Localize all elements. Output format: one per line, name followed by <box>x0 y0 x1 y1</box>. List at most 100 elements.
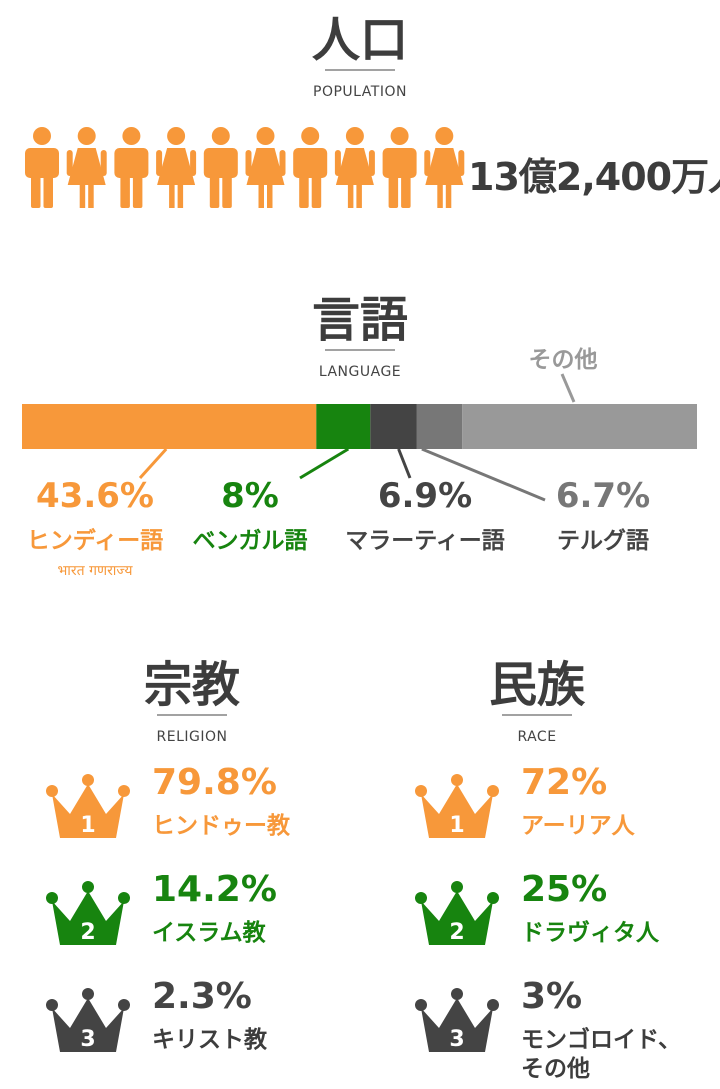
crown-jewel <box>46 892 58 904</box>
arm <box>458 150 465 176</box>
female-icon <box>156 127 197 208</box>
rank-label: キリスト教 <box>152 1027 267 1053</box>
language-bar-segment <box>370 404 417 449</box>
arm <box>334 150 341 176</box>
crown-jewel <box>82 774 94 786</box>
leg <box>388 170 399 208</box>
language-percent: 8% <box>221 476 279 516</box>
torso <box>25 148 59 178</box>
language-percent: 43.6% <box>36 476 154 516</box>
female-icon <box>334 127 375 208</box>
population-value: 13億2,400万人 <box>468 155 720 199</box>
leg <box>258 183 264 208</box>
head <box>256 127 275 145</box>
crown-jewel <box>451 774 463 786</box>
rank-value: 14.2% <box>152 869 277 910</box>
leg <box>299 170 309 208</box>
head <box>211 127 230 145</box>
rank-label: アーリア人 <box>521 813 635 839</box>
crown-jewel <box>451 881 463 893</box>
section-subtitle: LANGUAGE <box>318 364 402 380</box>
language-name: ベンガル語 <box>192 528 308 554</box>
crown-jewel <box>82 881 94 893</box>
crown-body <box>421 784 493 838</box>
leg <box>88 183 94 208</box>
section-subtitle: RACE <box>517 729 557 745</box>
leg <box>209 170 220 208</box>
crown-rank: 2 <box>449 920 464 945</box>
arm <box>424 150 431 176</box>
crown-body <box>52 784 124 838</box>
rank-label: ドラヴィタ人 <box>521 920 659 946</box>
crown-icon: 3 <box>46 988 130 1052</box>
crown-icon: 1 <box>415 774 499 838</box>
head <box>77 127 96 145</box>
head <box>122 127 141 145</box>
leg <box>437 183 443 208</box>
leg <box>347 183 354 208</box>
language-percent: 6.7% <box>555 476 651 516</box>
male-icon <box>114 127 149 208</box>
crown-jewel <box>487 785 499 797</box>
arm <box>279 150 286 176</box>
arm <box>66 150 73 176</box>
torso <box>382 148 417 178</box>
crown-jewel <box>415 892 427 904</box>
crown-icon: 1 <box>46 774 130 838</box>
leader-line <box>421 447 546 502</box>
section-title: 言語 <box>311 292 409 348</box>
crown-jewel <box>118 892 130 904</box>
female-icon <box>66 127 107 208</box>
crown-icon: 3 <box>415 988 499 1052</box>
leg <box>222 170 232 208</box>
head <box>390 127 409 145</box>
rank-label: ヒンドゥー教 <box>152 813 290 839</box>
language-name: マラーティー語 <box>345 528 505 554</box>
section-title: 人口 <box>311 12 409 68</box>
rank-value: 79.8% <box>152 762 277 803</box>
leader-line <box>560 373 576 403</box>
arm <box>100 150 107 176</box>
section-title: 民族 <box>488 657 586 713</box>
dress <box>425 148 464 185</box>
crown-jewel <box>82 988 94 1000</box>
crown-rank: 2 <box>80 920 95 945</box>
rank-value: 72% <box>521 762 608 803</box>
crown-jewel <box>415 999 427 1011</box>
torso <box>203 148 238 178</box>
leg <box>169 183 175 208</box>
head <box>301 127 320 145</box>
crown-rank: 3 <box>80 1027 95 1052</box>
crown-icon: 2 <box>415 881 499 945</box>
crown-rank: 1 <box>449 813 464 838</box>
dress <box>67 148 106 185</box>
leg <box>177 183 184 208</box>
crown-body <box>421 891 493 945</box>
leg <box>43 170 53 208</box>
torso <box>114 148 149 178</box>
leg <box>267 183 273 208</box>
crown-icon: 2 <box>46 881 130 945</box>
dress <box>246 148 285 185</box>
crown-rank: 3 <box>449 1027 464 1052</box>
male-icon <box>382 127 417 208</box>
male-icon <box>293 127 328 208</box>
crown-rank: 1 <box>80 813 95 838</box>
male-icon <box>25 127 59 208</box>
crown-jewel <box>451 988 463 1000</box>
rank-value: 2.3% <box>152 976 252 1017</box>
leg <box>311 170 322 208</box>
male-icon <box>203 127 238 208</box>
head <box>345 127 364 145</box>
leg <box>31 170 41 208</box>
language-bar-segment <box>22 404 317 449</box>
dress <box>335 148 374 185</box>
language-bar-segment <box>316 404 371 449</box>
arm <box>368 150 375 176</box>
leg <box>401 170 411 208</box>
language-percent: 6.9% <box>377 476 473 516</box>
leg <box>356 183 362 208</box>
crown-jewel <box>487 892 499 904</box>
leg <box>132 170 143 208</box>
